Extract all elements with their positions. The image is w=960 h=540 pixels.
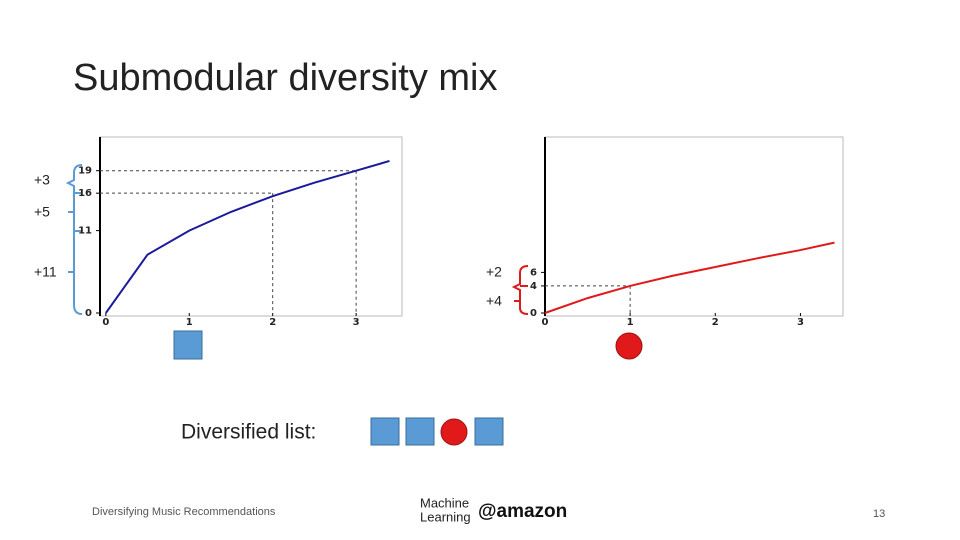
x-tick-label: 0 [102, 317, 109, 328]
y-tick-label: 11 [78, 226, 92, 237]
x-tick-label: 1 [186, 317, 193, 328]
increment-label: +4 [486, 293, 502, 309]
curve [544, 241, 835, 314]
curve [105, 160, 390, 314]
y-tick-label: 6 [530, 267, 537, 278]
y-tick-label: 19 [78, 166, 92, 177]
slide-title: Submodular diversity mix [73, 57, 497, 99]
increment-label: +5 [34, 204, 50, 220]
increment-label: +3 [34, 172, 50, 188]
brace-tick [68, 192, 82, 273]
item-square [370, 417, 400, 446]
y-tick-label: 0 [530, 308, 537, 319]
item-square [173, 330, 203, 360]
item-square [474, 417, 504, 446]
footer-text: Diversifying Music Recommendations [92, 506, 276, 518]
list-label: Diversified list: [181, 421, 316, 444]
y-tick-label: 0 [85, 308, 92, 319]
x-tick-label: 2 [269, 317, 276, 328]
increment-label: +11 [34, 264, 57, 280]
item-circle [615, 332, 643, 360]
x-tick-label: 2 [712, 317, 719, 328]
page-number: 13 [873, 508, 885, 520]
logo-line: Machine [420, 495, 469, 510]
plot-frame [99, 136, 403, 317]
increment-label: +2 [486, 264, 502, 280]
y-tick-label: 4 [530, 281, 537, 292]
logo-brand: @amazon [478, 501, 567, 522]
y-tick-label: 16 [78, 188, 92, 199]
x-tick-label: 0 [542, 317, 549, 328]
logo-line: Learning [420, 509, 471, 524]
item-circle [440, 418, 468, 446]
brace [65, 164, 83, 315]
x-tick-label: 1 [627, 317, 634, 328]
brace [511, 265, 529, 315]
item-square [405, 417, 435, 446]
x-tick-label: 3 [353, 317, 360, 328]
brace-tick [514, 285, 528, 302]
plot-frame [544, 136, 844, 317]
x-tick-label: 3 [797, 317, 804, 328]
